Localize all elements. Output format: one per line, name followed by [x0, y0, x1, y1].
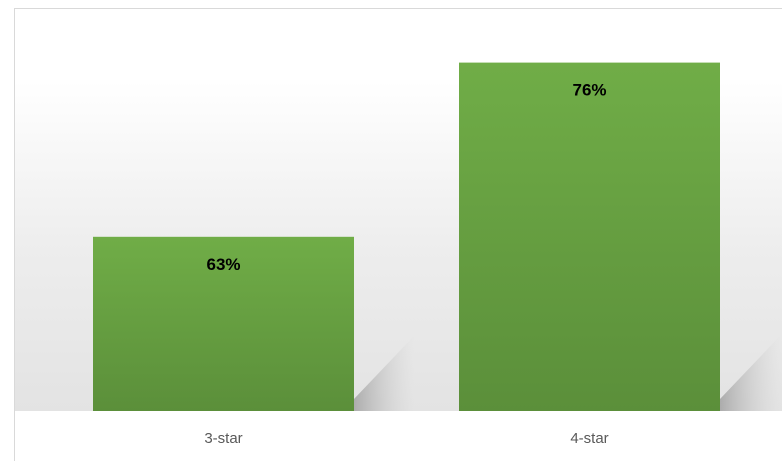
data-label-3-star: 63% — [206, 255, 240, 274]
category-label-4-star: 4-star — [570, 430, 608, 447]
chart-frame: 63% 76% 3-star 4-star — [14, 8, 782, 461]
value-labels-group: 63% 76% — [206, 81, 606, 274]
bar-shadow-3-star — [354, 336, 414, 411]
bars-group — [93, 62, 720, 411]
bar-shadows — [354, 336, 780, 411]
bar-3-star — [93, 236, 354, 411]
bar-shadow-4-star — [720, 336, 780, 411]
category-label-3-star: 3-star — [204, 430, 242, 447]
category-labels-group: 3-star 4-star — [204, 430, 608, 447]
bar-chart: 63% 76% 3-star 4-star — [15, 9, 782, 447]
bar-4-star — [459, 62, 720, 411]
data-label-4-star: 76% — [572, 81, 606, 100]
